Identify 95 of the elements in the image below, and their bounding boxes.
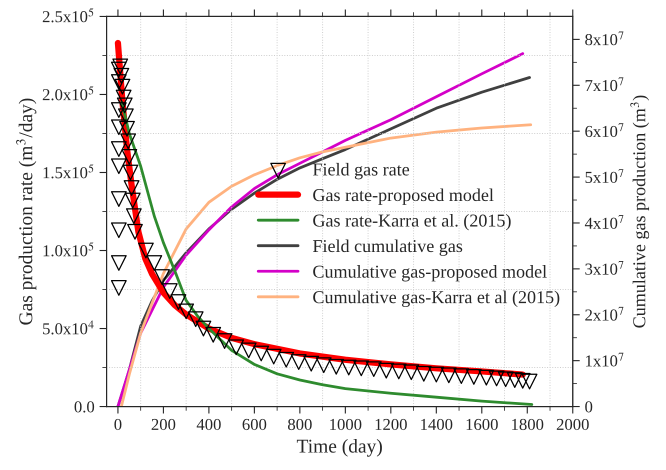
point [162,283,178,299]
point [154,269,170,285]
y2-tick-label: 4x10$^{7}$ [584,215,624,229]
point [253,346,270,362]
legend-label: Gas rate-Karra et al. (2015) [313,214,511,230]
point [228,339,244,356]
legend-label: Field cumulative gas [312,239,462,256]
point [366,361,382,378]
point [466,368,482,385]
x-tick-label: 1000 [330,418,362,430]
point [110,191,127,207]
point [122,164,138,180]
x-tick-label: 1400 [421,418,452,430]
legend-label: Cumulative gas-Karra et al (2015) [313,290,560,308]
point [124,180,140,196]
point [138,242,154,258]
point [124,192,141,208]
point [498,371,514,388]
y2-axis-title: Cumulative gas production (m$^{3}$) [630,96,650,328]
point [378,362,394,379]
point [316,357,332,374]
point [121,148,138,165]
legend-label: Cumulative gas-proposed model [313,265,547,282]
point [127,224,143,240]
point [112,58,128,74]
x-tick-label: 2000 [556,418,589,430]
point [110,222,127,238]
x-tick-label: 0 [114,418,122,430]
point [110,62,127,78]
point [440,367,457,384]
y2-tick-label: 7x10$^{7}$ [586,77,624,92]
point [340,360,357,376]
x-tick-label: 200 [152,418,176,430]
point [278,352,294,368]
point [522,374,538,390]
point [113,68,130,84]
point [403,364,420,380]
y-tick-label: 0.0 [74,401,94,413]
y-tick-label: 2.0x10$^{5}$ [42,86,94,100]
point [126,208,142,224]
point [488,370,504,386]
legend-label: Field gas rate [312,162,410,180]
point [353,360,370,376]
point [110,158,127,174]
x-tick-label: 800 [288,418,312,430]
point [514,372,531,389]
point [114,78,130,95]
point [110,102,127,118]
legend-label: Gas rate-proposed model [313,188,494,205]
y2-tick-label: 6x10$^{7}$ [585,123,624,138]
point [120,133,136,150]
point [110,280,127,296]
point [453,368,470,384]
point [116,97,133,114]
x-axis-title: Time (day) [296,439,382,457]
point [303,356,320,372]
y-tick-label: 1.0x10$^{5}$ [44,242,94,256]
point [205,326,222,343]
point [110,141,127,157]
point [240,342,257,358]
point [328,358,344,375]
point [290,354,307,370]
point [216,333,232,349]
x-tick-label: 400 [196,418,221,430]
point [428,366,444,382]
y2-tick-label: 3x10$^{7}$ [585,260,624,275]
x-tick-label: 1600 [466,418,498,430]
point [119,120,135,137]
point [266,348,282,365]
point [188,311,204,328]
point [110,119,127,136]
point [478,370,494,386]
point [110,255,127,271]
x-tick-label: 1200 [376,418,407,430]
point [178,303,194,320]
point [416,366,432,382]
y2-tick-label: 2x10$^{7}$ [585,306,624,321]
point [146,255,162,271]
y-tick-label: 5.0x10$^{4}$ [43,320,94,334]
y-tick-label: 2.5x10$^{5}$ [42,8,94,22]
point [110,74,127,90]
x-tick-label: 600 [242,418,266,430]
point [196,320,212,336]
y-axis-title: Gas production rate (m$^{3}$/day) [16,98,36,325]
y2-tick-label: 0 [585,401,592,412]
point [116,90,132,106]
point [506,372,523,388]
point [170,294,186,310]
point [390,364,407,380]
point [118,108,134,124]
y2-tick-label: 1x10$^{7}$ [586,352,624,367]
y-tick-label: 1.5x10$^{5}$ [44,164,94,178]
y2-tick-label: 8x10$^{7}$ [585,32,624,46]
x-tick-label: 1800 [512,418,544,430]
y2-tick-label: 5x10$^{7}$ [586,169,624,183]
